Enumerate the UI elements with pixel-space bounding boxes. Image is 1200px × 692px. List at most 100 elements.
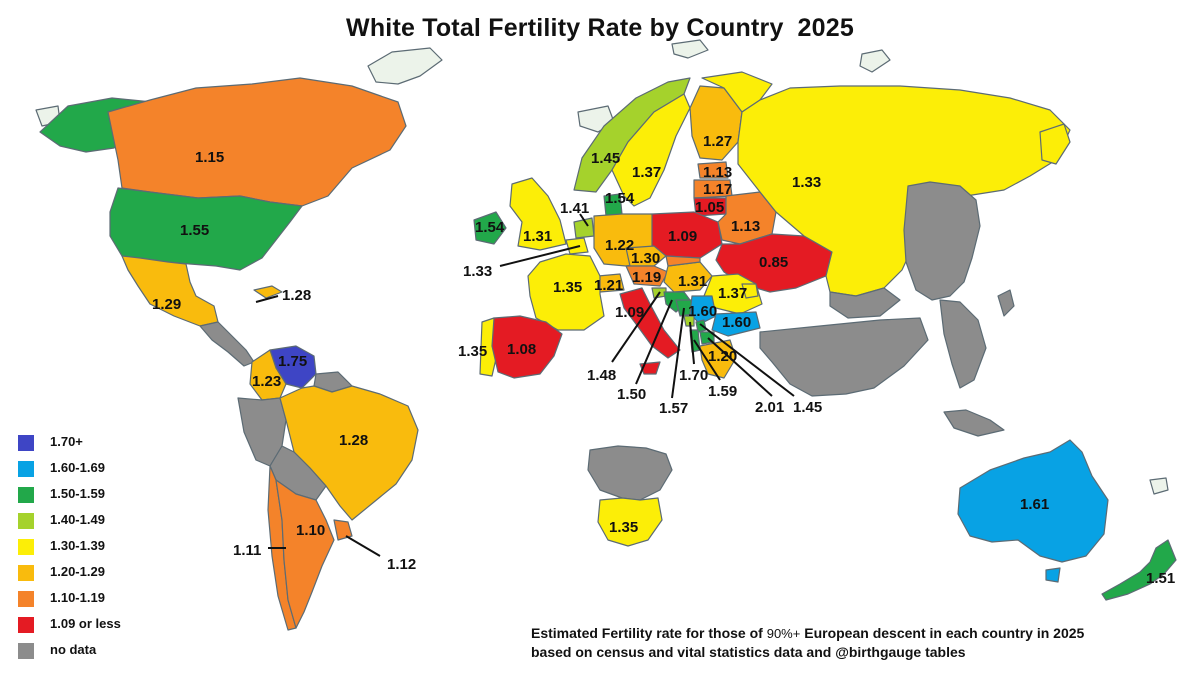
region-mexico [121, 255, 219, 327]
label-denmark: 1.54 [605, 190, 635, 207]
region-italy [619, 287, 681, 359]
region-se-asia [939, 299, 987, 389]
legend-item: 1.10-1.19 [18, 588, 158, 610]
label-bosnia: 1.57 [659, 400, 688, 417]
legend-item: 1.30-1.39 [18, 536, 158, 558]
label-portugal: 1.35 [458, 343, 487, 360]
leader-belgium [499, 245, 581, 267]
region-turkey-mideast [759, 317, 929, 397]
region-argentina [275, 479, 335, 629]
region-serbia [689, 295, 717, 325]
region-bulgaria [711, 311, 761, 337]
label-mexico: 1.29 [152, 296, 181, 313]
legend-swatch [18, 591, 34, 607]
label-finland: 1.27 [703, 133, 732, 150]
label-france: 1.35 [553, 279, 582, 296]
footnote-text-a: Estimated Fertility rate for those of [531, 625, 763, 641]
legend-label: no data [50, 642, 97, 657]
region-montenegro [683, 315, 695, 327]
label-latvia: 1.17 [703, 181, 732, 198]
label-belgium: 1.33 [463, 263, 492, 280]
value-labels: 1.15 1.55 1.29 1.28 1.75 1.23 1.28 1.11 … [152, 133, 1175, 587]
region-tasmania [1045, 567, 1061, 583]
region-russia-east-tip [1039, 123, 1071, 165]
label-austria: 1.19 [632, 269, 661, 286]
nz-outline [1149, 477, 1169, 495]
label-montenegro: 1.70 [679, 367, 708, 384]
label-chile: 1.11 [233, 542, 261, 559]
legend-label: 1.09 or less [50, 616, 121, 631]
label-canada: 1.15 [195, 149, 224, 166]
label-russia: 1.33 [792, 174, 821, 191]
label-caribbean: 1.28 [282, 287, 311, 304]
leader-slovenia [611, 291, 661, 363]
label-spain: 1.08 [507, 341, 536, 358]
footnote-percent: 90%+ [766, 626, 801, 641]
region-uruguay [333, 519, 353, 541]
legend-label: 1.70+ [50, 434, 83, 449]
legend-swatch [18, 617, 34, 633]
region-canada [107, 77, 407, 207]
label-venezuela: 1.75 [278, 353, 307, 370]
legend-item: 1.60-1.69 [18, 458, 158, 480]
label-belarus: 1.13 [731, 218, 760, 235]
label-new-zealand: 1.51 [1146, 570, 1175, 587]
leader-lines [255, 213, 795, 557]
label-hungary: 1.31 [678, 273, 707, 290]
novaya-zemlya [859, 49, 891, 73]
region-new-zealand [1101, 539, 1177, 601]
label-romania: 1.37 [718, 285, 747, 302]
region-france [527, 253, 605, 331]
leader-macedonia [707, 337, 773, 397]
legend-label: 1.20-1.29 [50, 564, 105, 579]
legend-swatch [18, 513, 34, 529]
legend-item: 1.50-1.59 [18, 484, 158, 506]
legend-item: 1.40-1.49 [18, 510, 158, 532]
label-ireland: 1.54 [475, 219, 505, 236]
region-australia [957, 439, 1109, 563]
region-africa [587, 445, 673, 501]
label-croatia: 1.50 [617, 386, 646, 403]
leader-netherlands [579, 213, 589, 227]
region-caucasus [829, 287, 901, 319]
label-south-africa: 1.35 [609, 519, 638, 536]
region-spain [491, 315, 563, 379]
label-greece: 1.20 [708, 348, 737, 365]
label-ukraine: 0.85 [759, 254, 788, 271]
region-indonesia [943, 409, 1005, 437]
title-text: White Total Fertility Rate by Country [346, 14, 784, 42]
title-year: 2025 [797, 14, 854, 42]
label-switzerland: 1.21 [594, 277, 623, 294]
legend-label: 1.30-1.39 [50, 538, 105, 553]
footnote-text-c: European descent in each country in 2025 [804, 625, 1085, 641]
label-colombia: 1.23 [252, 373, 281, 390]
region-norway [573, 77, 691, 193]
region-slovakia [665, 255, 701, 267]
footnote: Estimated Fertility rate for those of 90… [531, 624, 1084, 661]
label-germany: 1.22 [605, 237, 634, 254]
label-bulgaria: 1.60 [722, 314, 751, 331]
legend-swatch [18, 539, 34, 555]
label-kosovo: 1.45 [793, 399, 822, 416]
region-mongolia-china [903, 181, 981, 301]
svalbard [671, 39, 709, 59]
region-sweden [611, 93, 691, 207]
legend-swatch [18, 643, 34, 659]
leader-montenegro [689, 321, 695, 365]
legend-swatch [18, 487, 34, 503]
label-netherlands: 1.41 [560, 200, 589, 217]
region-japan [997, 289, 1015, 317]
label-macedonia: 2.01 [755, 399, 784, 416]
label-brazil: 1.28 [339, 432, 368, 449]
region-caribbean [253, 285, 283, 299]
label-albania: 1.59 [708, 383, 737, 400]
legend-swatch [18, 565, 34, 581]
legend-item: 1.20-1.29 [18, 562, 158, 584]
legend-label: 1.50-1.59 [50, 486, 105, 501]
leader-uruguay [345, 535, 381, 557]
label-italy: 1.09 [615, 304, 644, 321]
label-lithuania: 1.05 [695, 199, 724, 216]
label-estonia: 1.13 [703, 164, 732, 181]
region-ireland [473, 211, 507, 245]
